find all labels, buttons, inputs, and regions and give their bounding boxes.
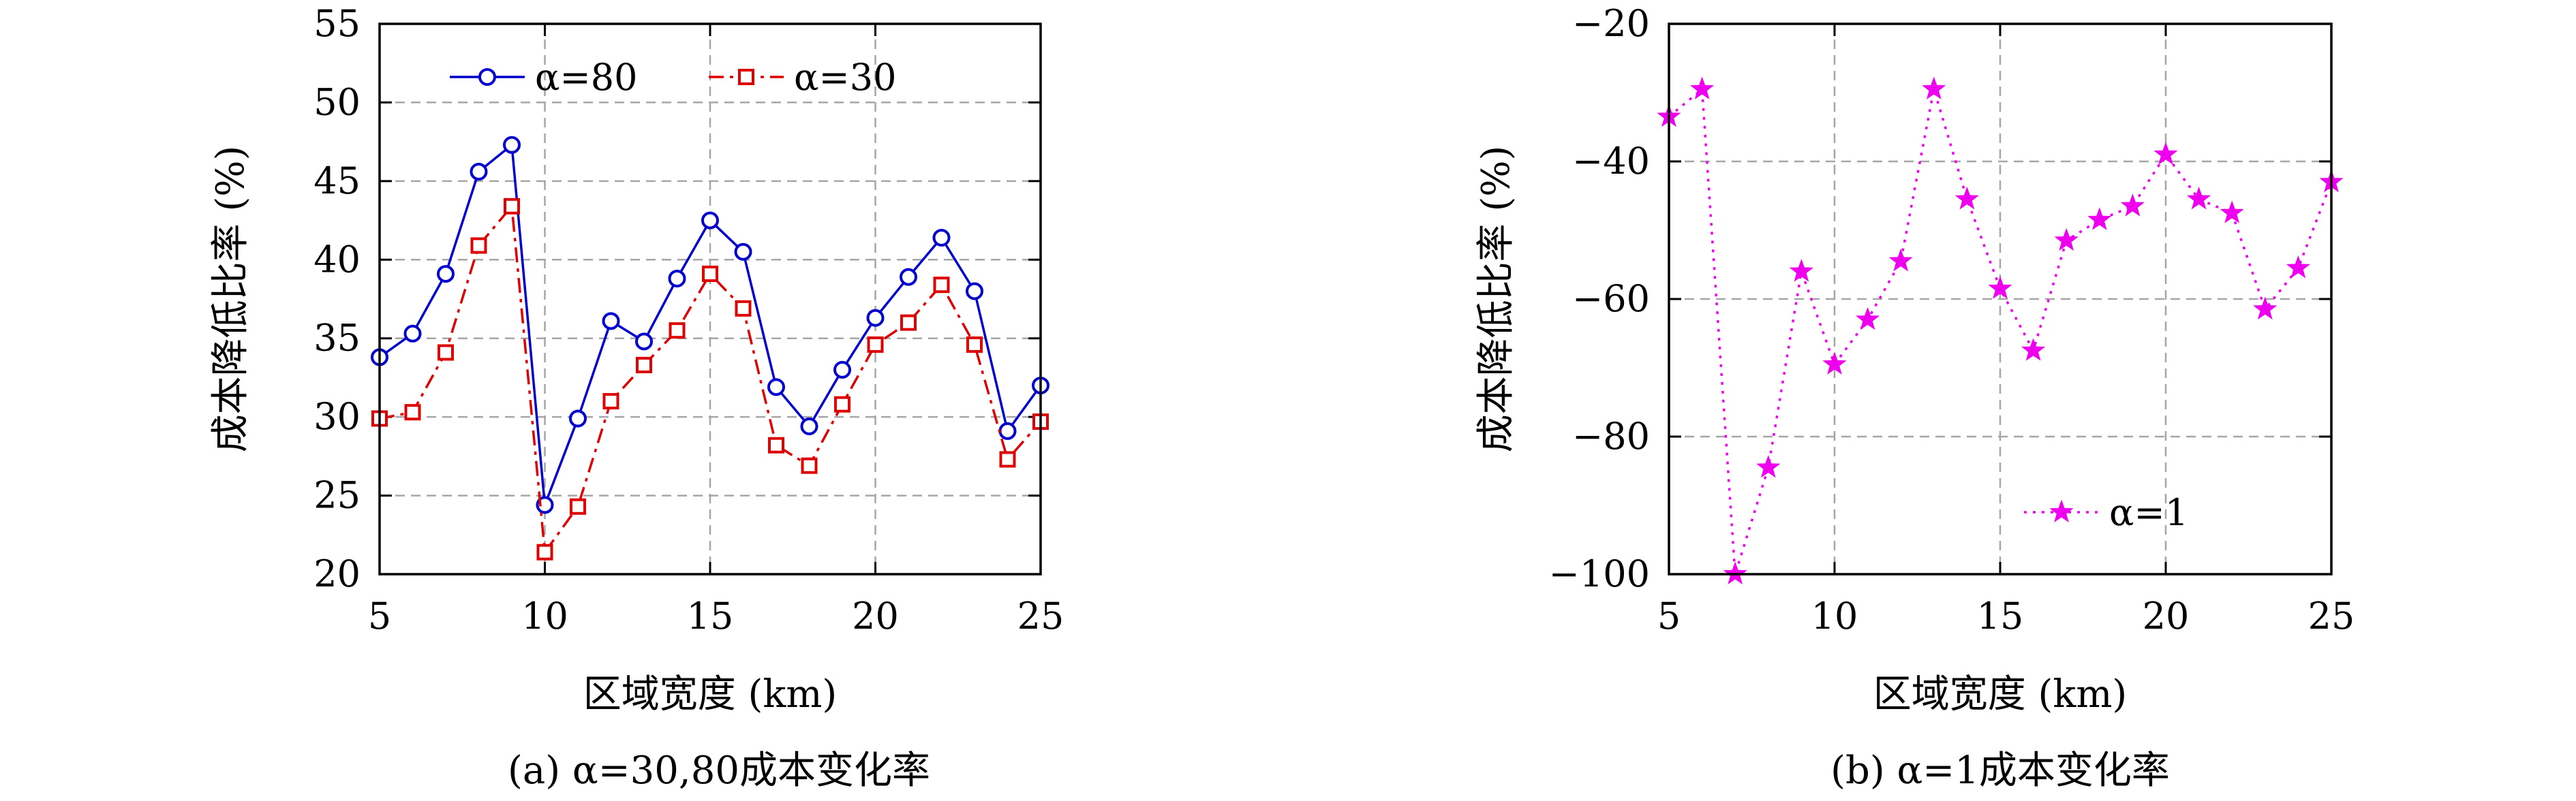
data-point — [833, 360, 851, 379]
data-point — [834, 396, 850, 413]
y-tick-label: 45 — [313, 159, 361, 202]
x-tick-label: 5 — [368, 595, 391, 638]
x-axis-label: 区域宽度 (km) — [1873, 672, 2128, 717]
data-point — [2054, 227, 2079, 251]
y-tick-label: −40 — [1572, 140, 1650, 183]
data-point — [470, 237, 487, 254]
data-point — [669, 322, 686, 339]
x-tick-label: 20 — [852, 595, 899, 638]
data-point — [403, 324, 422, 343]
y-tick-label: −100 — [1549, 552, 1650, 595]
y-tick-label: 55 — [313, 2, 361, 45]
y-tick-label: −20 — [1572, 2, 1650, 45]
data-point — [2253, 296, 2278, 320]
data-point — [504, 198, 520, 215]
data-point — [866, 309, 885, 327]
data-point — [966, 282, 983, 300]
panel-a-caption: (a) α=30,80成本变化率 — [508, 749, 930, 793]
data-point — [734, 242, 752, 261]
data-point — [701, 211, 719, 230]
legend-label: α=80 — [535, 56, 637, 99]
x-tick-label: 10 — [1811, 595, 1858, 638]
data-point — [437, 265, 455, 283]
data-point — [635, 332, 653, 351]
data-point — [767, 378, 785, 396]
data-point — [1988, 276, 2012, 299]
data-point — [1756, 455, 1781, 478]
data-point — [470, 163, 488, 181]
data-point — [1789, 259, 1813, 282]
y-axis-label: 成本降低比率 (%) — [1474, 146, 1518, 453]
y-tick-label: 20 — [313, 552, 361, 595]
data-point — [1888, 249, 1913, 272]
y-tick-label: 35 — [313, 317, 361, 360]
data-point — [867, 336, 884, 353]
x-tick-label: 10 — [521, 595, 568, 638]
legend-label: α=30 — [794, 56, 896, 99]
y-tick-label: −80 — [1572, 415, 1650, 458]
data-point — [2021, 338, 2046, 361]
panel-b-caption: (b) α=1成本变化率 — [1830, 749, 2170, 793]
legend-label: α=1 — [2109, 491, 2188, 534]
x-tick-label: 25 — [1017, 595, 1064, 638]
data-point — [602, 393, 619, 410]
data-point — [536, 544, 553, 561]
panel-b: (b) α=1成本变化率 5 10 15 20 25 −100 −80 −60 −40 −20 区域… — [1474, 2, 2355, 793]
plot-frame — [1668, 22, 2333, 576]
data-point — [570, 498, 586, 515]
data-point — [1690, 76, 1715, 99]
data-point — [900, 314, 917, 331]
data-point — [1922, 76, 1946, 99]
data-point — [2187, 187, 2211, 210]
y-tick-label: −60 — [1572, 277, 1650, 320]
data-point — [702, 266, 718, 283]
data-point — [932, 228, 951, 247]
legend-marker — [738, 69, 754, 85]
legend-marker — [2049, 499, 2074, 522]
y-tick-label: 30 — [313, 395, 361, 438]
y-tick-label: 50 — [313, 80, 361, 123]
data-point — [999, 451, 1016, 468]
data-point — [2120, 193, 2145, 217]
data-point — [801, 457, 818, 474]
data-point — [404, 404, 421, 421]
data-point — [569, 409, 587, 428]
x-tick-label: 25 — [2308, 595, 2355, 638]
data-point — [735, 300, 752, 317]
data-point — [900, 268, 917, 286]
data-point — [2087, 207, 2112, 230]
x-tick-label: 5 — [1657, 595, 1681, 638]
plot-frame — [378, 22, 1042, 576]
data-point — [933, 277, 950, 294]
y-axis-label: 成本降低比率 (%) — [209, 146, 253, 453]
y-tick-label: 25 — [313, 474, 361, 517]
data-point — [2286, 255, 2310, 279]
data-point — [1822, 351, 1847, 375]
data-point — [800, 417, 818, 435]
data-point — [668, 269, 686, 287]
panel-a: (a) α=30,80成本变化率 5 10 15 20 25 20 25 30 35 40 45 50… — [209, 2, 1064, 793]
data-point — [966, 336, 983, 353]
x-tick-label: 20 — [2143, 595, 2190, 638]
x-axis-label: 区域宽度 (km) — [583, 672, 838, 717]
data-point — [1954, 187, 1979, 210]
x-tick-label: 15 — [1977, 595, 2024, 638]
y-tick-label: 40 — [313, 238, 361, 281]
data-point — [503, 136, 521, 154]
data-point — [998, 422, 1017, 440]
data-point — [636, 356, 652, 373]
x-tick-label: 15 — [687, 595, 734, 638]
legend-marker — [478, 68, 496, 86]
data-point — [438, 344, 454, 361]
data-point — [768, 437, 784, 454]
data-point — [602, 312, 620, 330]
data-point — [1856, 307, 1880, 330]
data-point — [2220, 200, 2244, 223]
data-point — [2153, 142, 2178, 165]
